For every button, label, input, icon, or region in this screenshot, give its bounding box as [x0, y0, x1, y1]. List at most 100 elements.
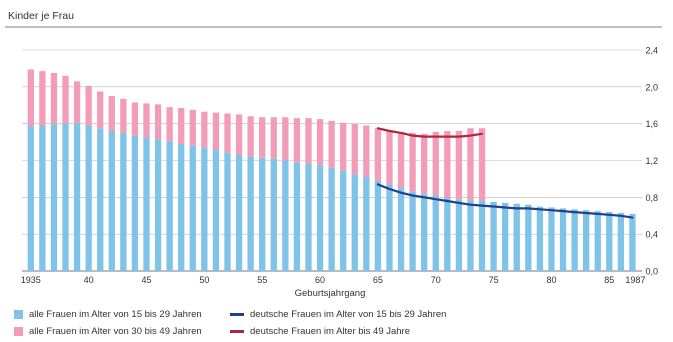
x-tick-labels: 1935 40 45 50 55 60 65 70 75 80 85 1987 — [21, 275, 646, 285]
bar-old — [444, 131, 451, 198]
bar-young — [293, 162, 301, 271]
bar-young — [513, 203, 520, 271]
bar-young — [455, 199, 463, 271]
bar-old — [397, 131, 405, 189]
x-tick-label: 1935 — [21, 275, 41, 285]
bar-old — [224, 113, 231, 153]
line-german-15-29 — [376, 183, 634, 219]
bar-young — [154, 139, 162, 271]
bar-old — [316, 119, 324, 166]
bar-young — [316, 165, 324, 271]
legend: alle Frauen im Alter von 15 bis 29 Jahre… — [14, 307, 654, 339]
bar-young — [351, 174, 358, 271]
bar-young — [617, 212, 625, 271]
bar-old — [386, 130, 393, 185]
bar-old — [62, 75, 69, 124]
bar-young — [606, 212, 613, 271]
bar-young — [39, 125, 46, 271]
bar-old — [374, 128, 382, 181]
x-axis-title: Geburtsjahrgang — [295, 288, 366, 299]
bar-old — [259, 117, 266, 158]
bar-old — [328, 120, 335, 168]
bar-young — [374, 180, 382, 271]
y-tick-label: 2,4 — [645, 46, 658, 56]
bar-old — [455, 131, 463, 200]
bar-young — [571, 209, 578, 271]
legend-item-young: alle Frauen im Alter von 15 bis 29 Jahre… — [14, 307, 202, 321]
legend-swatch-young — [14, 309, 23, 319]
bar-old — [363, 125, 370, 178]
bar-young — [108, 131, 115, 271]
bar-old — [409, 132, 416, 192]
x-tick-label: 45 — [141, 275, 151, 285]
bar-young — [50, 123, 58, 272]
bar-young — [559, 208, 567, 271]
x-tick-label: 70 — [431, 275, 441, 285]
bar-young — [305, 163, 312, 271]
bar-old — [178, 108, 185, 144]
bar-young — [340, 170, 347, 271]
bar-young — [166, 141, 173, 271]
lines — [376, 127, 634, 219]
legend-item-old: alle Frauen im Alter von 30 bis 49 Jahre… — [14, 324, 202, 338]
y-axis-title: Kinder je Frau — [8, 10, 74, 22]
bar-old — [247, 116, 254, 157]
bar-young — [97, 128, 104, 271]
legend-label-line-young: deutsche Frauen im Alter von 15 bis 29 J… — [250, 308, 447, 320]
y-tick-label: 2,0 — [645, 82, 658, 92]
bar-young — [386, 184, 393, 271]
bar-old — [27, 69, 34, 127]
bar-young — [328, 167, 335, 271]
bar-young — [467, 200, 474, 271]
bar-old — [478, 128, 486, 202]
bar-young — [131, 135, 139, 271]
bar-old — [340, 122, 347, 171]
legend-label-line-all: deutsche Frauen im Alter bis 49 Jahre — [250, 325, 411, 337]
bar-old — [39, 71, 46, 126]
bar-young — [62, 123, 69, 272]
legend-swatch-line-young — [230, 312, 244, 316]
bar-young — [502, 202, 509, 271]
bar-old — [282, 117, 289, 161]
line-german-to-49 — [376, 127, 484, 138]
bar-old — [467, 128, 474, 201]
x-tick-label: 40 — [84, 275, 94, 285]
bar-young — [143, 137, 150, 271]
y-tick-labels: 0,0 0,4 0,8 1,2 1,6 2,0 2,4 — [645, 46, 658, 277]
bar-old — [108, 96, 115, 132]
bar-young — [397, 188, 405, 271]
bar-young — [235, 154, 243, 271]
bar-old — [50, 73, 58, 124]
bar-old — [120, 98, 127, 133]
bar-old — [432, 131, 439, 196]
bar-young — [432, 195, 439, 271]
bar-old — [235, 114, 243, 155]
bar-young — [525, 204, 532, 271]
x-tick-label: 50 — [199, 275, 209, 285]
bar-young — [282, 160, 289, 271]
bar-old — [421, 133, 428, 194]
bar-young — [212, 149, 220, 271]
bar-young — [259, 157, 266, 271]
bar-young — [178, 143, 185, 271]
bar-old — [166, 107, 173, 142]
bar-old — [351, 123, 358, 175]
bar-young — [594, 211, 601, 271]
bar-young — [409, 191, 416, 271]
bar-young — [629, 213, 636, 271]
y-tick-label: 0,0 — [645, 267, 658, 277]
bar-young — [189, 145, 196, 271]
legend-label-old: alle Frauen im Alter von 30 bis 49 Jahre… — [29, 325, 202, 337]
bar-young — [444, 197, 451, 271]
bar-old — [305, 118, 312, 164]
x-tick-label: 80 — [546, 275, 556, 285]
legend-swatch-old — [14, 326, 23, 336]
x-tick-label: 60 — [315, 275, 325, 285]
legend-item-line-all: deutsche Frauen im Alter bis 49 Jahre — [230, 324, 410, 338]
y-tick-label: 0,8 — [645, 193, 658, 203]
x-tick-label: 85 — [604, 275, 614, 285]
bar-old — [97, 91, 104, 129]
y-tick-label: 1,2 — [645, 156, 658, 166]
legend-swatch-line-all — [230, 329, 244, 333]
